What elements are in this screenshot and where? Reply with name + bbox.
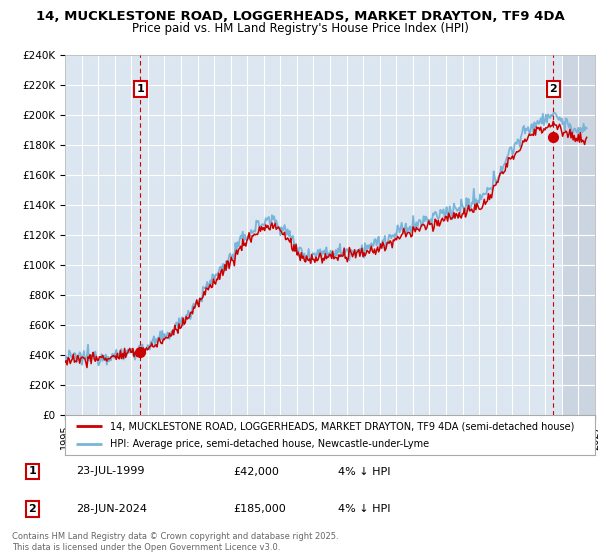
Text: Price paid vs. HM Land Registry's House Price Index (HPI): Price paid vs. HM Land Registry's House …: [131, 22, 469, 35]
Text: 28-JUN-2024: 28-JUN-2024: [76, 504, 147, 514]
Text: £185,000: £185,000: [233, 504, 286, 514]
Text: £42,000: £42,000: [233, 466, 279, 477]
Text: 4% ↓ HPI: 4% ↓ HPI: [338, 466, 391, 477]
Text: 14, MUCKLESTONE ROAD, LOGGERHEADS, MARKET DRAYTON, TF9 4DA (semi-detached house): 14, MUCKLESTONE ROAD, LOGGERHEADS, MARKE…: [110, 421, 574, 431]
Text: HPI: Average price, semi-detached house, Newcastle-under-Lyme: HPI: Average price, semi-detached house,…: [110, 439, 429, 449]
Text: 1: 1: [28, 466, 36, 477]
Bar: [562, 55, 595, 415]
Text: 14, MUCKLESTONE ROAD, LOGGERHEADS, MARKET DRAYTON, TF9 4DA: 14, MUCKLESTONE ROAD, LOGGERHEADS, MARKE…: [35, 10, 565, 23]
Text: 1: 1: [136, 84, 144, 94]
Text: 2: 2: [28, 504, 36, 514]
Text: 2: 2: [550, 84, 557, 94]
Text: Contains HM Land Registry data © Crown copyright and database right 2025.
This d: Contains HM Land Registry data © Crown c…: [12, 532, 338, 552]
Text: 23-JUL-1999: 23-JUL-1999: [76, 466, 145, 477]
Text: 4% ↓ HPI: 4% ↓ HPI: [338, 504, 391, 514]
